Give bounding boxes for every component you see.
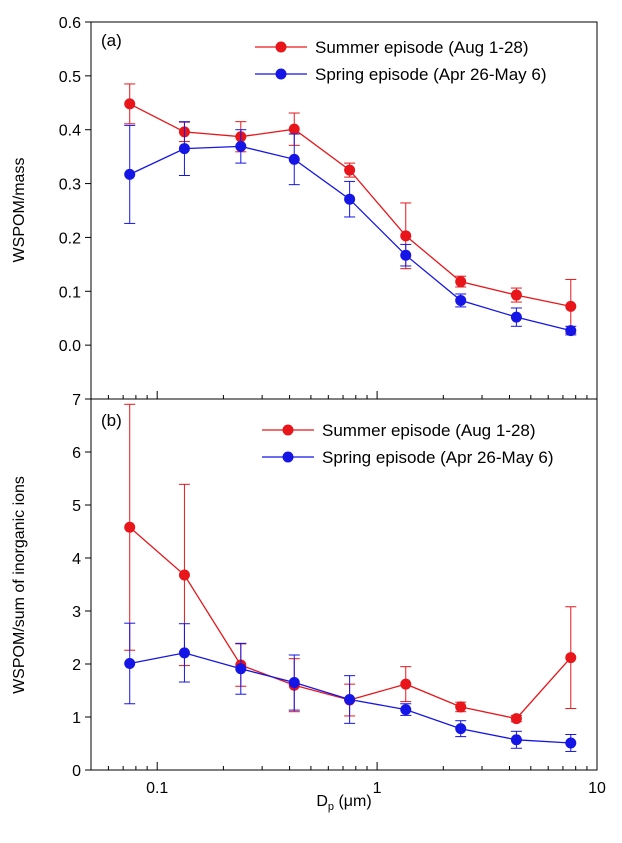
data-point [455, 276, 467, 288]
y-tick-label: 0.4 [59, 123, 81, 140]
data-point [565, 300, 577, 312]
y-tick-label: 1 [72, 710, 81, 727]
data-point [235, 140, 247, 152]
y-tick-label: 0.6 [59, 15, 81, 32]
data-point [565, 737, 577, 749]
data-point [400, 704, 412, 716]
y-ticks-b: 0 1 2 3 4 5 6 7 [72, 392, 91, 780]
y-tick-label: 0.3 [59, 177, 81, 194]
y-tick-label: 0.1 [59, 284, 81, 301]
data-point [565, 325, 577, 337]
legend-marker-spring-b [282, 451, 294, 463]
data-point [288, 123, 300, 135]
data-point [124, 521, 136, 533]
series-a [124, 83, 577, 337]
x-tick-label: 0.1 [146, 780, 168, 797]
panel-a: (a) WSPOM/mass 0.0 0.1 0.2 0.3 0.4 0.5 0.6 Sum… [11, 15, 598, 400]
panel-label-a: (a) [101, 31, 122, 50]
panel-label-b: (b) [101, 411, 122, 430]
x-axis-label: Dp (μm) [316, 793, 371, 813]
y-tick-label: 4 [72, 551, 81, 568]
series-summer [124, 83, 577, 334]
data-point [178, 647, 190, 659]
data-point [178, 143, 190, 155]
data-point [510, 734, 522, 746]
y-tick-label: 7 [72, 392, 81, 409]
legend-label-summer-b: Summer episode (Aug 1-28) [322, 421, 536, 440]
y-tick-label: 5 [72, 498, 81, 515]
data-point [178, 569, 190, 581]
data-point [455, 294, 467, 306]
legend-marker-spring-a [275, 68, 287, 80]
data-point [344, 193, 356, 205]
data-point [288, 677, 300, 689]
panel-b: (b) WSPOM/sum of inorganic ions 0 1 2 3 4 5 6 7… [11, 392, 606, 813]
data-point [510, 311, 522, 323]
data-point [124, 657, 136, 669]
data-point [400, 678, 412, 690]
legend-marker-summer-a [275, 41, 287, 53]
x-tick-label: 1 [373, 780, 382, 797]
data-point [124, 98, 136, 110]
plot-frame-b [90, 398, 598, 771]
y-axis-label-b: WSPOM/sum of inorganic ions [11, 476, 28, 694]
legend-b: Summer episode (Aug 1-28) Spring episode… [262, 421, 554, 467]
y-tick-label: 0.0 [59, 338, 81, 355]
y-ticks-a: 0.0 0.1 0.2 0.3 0.4 0.5 0.6 [59, 15, 91, 355]
series-line [129, 103, 571, 308]
x-ticks-a [90, 391, 598, 399]
legend-marker-summer-b [282, 424, 294, 436]
series-line [129, 526, 572, 720]
x-ticks-b: 0.1 1 10 [90, 762, 606, 797]
y-tick-label: 2 [72, 657, 81, 674]
data-point [565, 652, 577, 664]
data-point [400, 249, 412, 261]
legend-label-spring-a: Spring episode (Apr 26-May 6) [315, 65, 547, 84]
data-point [124, 168, 136, 180]
data-point [344, 694, 356, 706]
y-tick-label: 3 [72, 604, 81, 621]
data-point [510, 289, 522, 301]
data-point [235, 663, 247, 675]
y-tick-label: 0.5 [59, 69, 81, 86]
series-spring [124, 121, 577, 337]
legend-label-spring-b: Spring episode (Apr 26-May 6) [322, 448, 554, 467]
y-axis-label-a: WSPOM/mass [11, 158, 28, 263]
y-tick-label: 0.2 [59, 230, 81, 247]
y-tick-label: 0 [72, 763, 81, 780]
x-tick-label: 10 [588, 780, 606, 797]
legend-a: Summer episode (Aug 1-28) Spring episode… [255, 38, 547, 84]
data-point [455, 723, 467, 735]
legend-label-summer-a: Summer episode (Aug 1-28) [315, 38, 529, 57]
y-tick-label: 6 [72, 445, 81, 462]
data-point [288, 153, 300, 165]
series-b [124, 403, 577, 752]
data-point [455, 701, 467, 713]
data-point [344, 164, 356, 176]
data-point [510, 713, 522, 725]
data-point [400, 230, 412, 242]
series-spring [124, 622, 577, 752]
